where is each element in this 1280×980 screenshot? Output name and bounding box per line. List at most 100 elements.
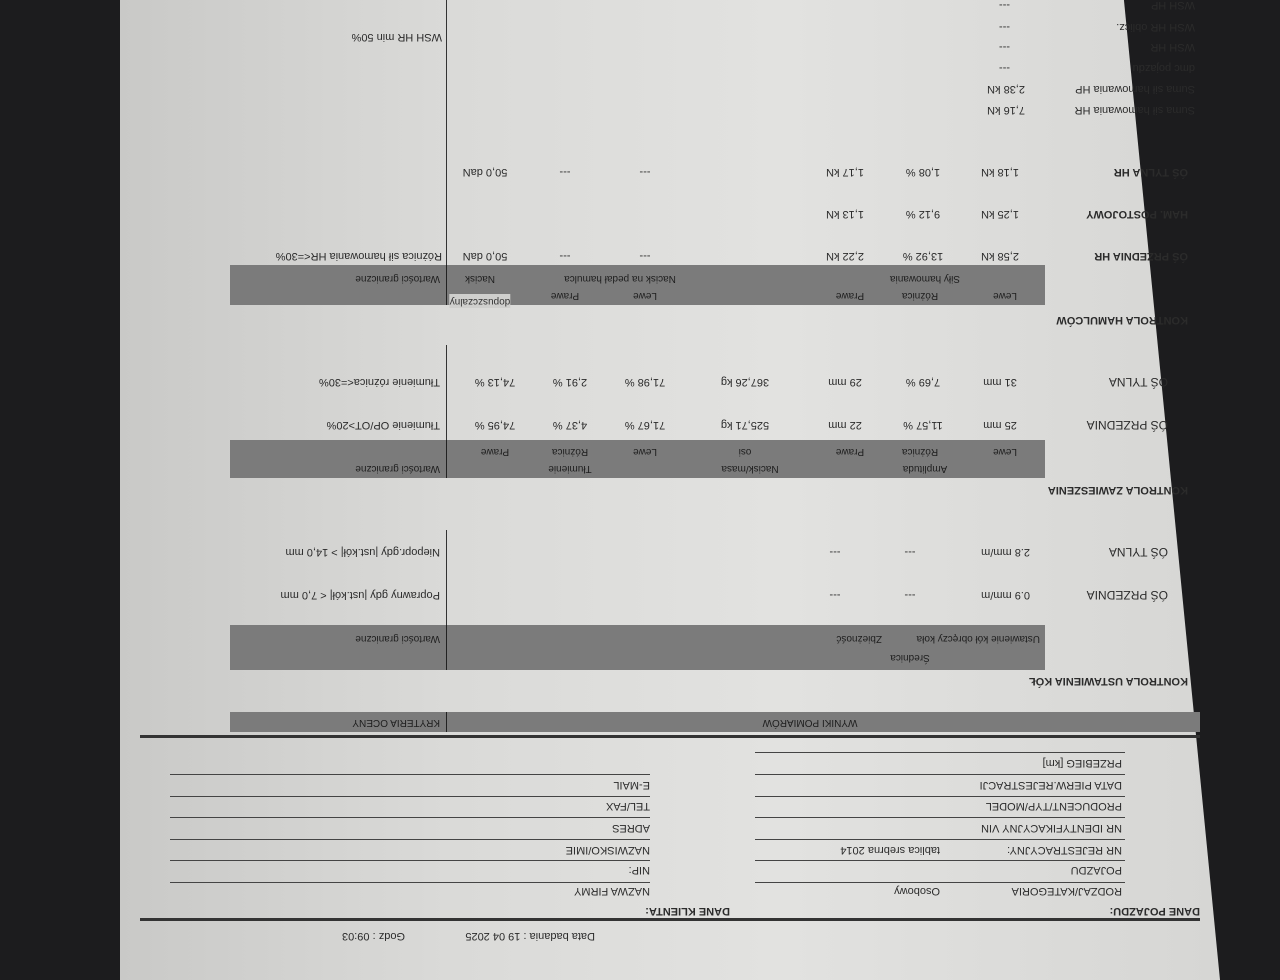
field-label: ADRES <box>612 822 650 834</box>
col-header: Wartości graniczne <box>355 633 440 644</box>
divider <box>446 625 447 670</box>
field-line <box>170 839 650 840</box>
cell: --- <box>639 166 651 178</box>
cell: 2,58 kN <box>981 250 1019 262</box>
criterion: Tłumienie OP/OT>20% <box>326 419 440 431</box>
col-subheader: Lewe <box>633 290 657 301</box>
alignment-header: Średnica Ustawienie kół obręczy koła Zbi… <box>230 625 1045 670</box>
col-header: Wartości graniczne <box>355 273 440 284</box>
col-header: Amplituda <box>902 463 948 474</box>
divider <box>446 345 447 440</box>
cell: 31 mm <box>983 376 1017 388</box>
field-line <box>170 796 650 797</box>
summary-label: Suma sił hamowania HP <box>1075 83 1195 95</box>
cell: 367,26 kg <box>720 376 770 388</box>
cell: 1,25 kN <box>981 208 1019 220</box>
cell: 1,13 kN <box>826 208 864 220</box>
cell: 9,12 % <box>905 208 941 220</box>
field-value: Osobowy <box>894 885 940 897</box>
field-line <box>755 752 1125 753</box>
criterion: WSH HR min 50% <box>351 31 442 43</box>
col-subheader: Prawe <box>835 446 865 457</box>
brakes-title: KONTROLA HAMULCÓW <box>1056 314 1188 326</box>
col-subheader: Różnica <box>551 446 589 457</box>
results-band: WYNIKI POMIARÓW KRYTERIA OCENY <box>230 712 1200 732</box>
cell: 74,13 % <box>474 376 516 388</box>
cell: 22 mm <box>828 419 862 431</box>
col-header: Tłumienie <box>548 463 592 474</box>
col-subheader: Lewe <box>993 290 1017 301</box>
summary-value: 2,38 kN <box>987 83 1025 95</box>
cell: --- <box>829 546 841 558</box>
exam-time: Godz : 09:03 <box>342 930 405 942</box>
field-value: tablica srebrna 2014 <box>840 844 940 856</box>
field-label: NAZWA FIRMY <box>574 885 650 897</box>
col-header: Siły hamowania <box>889 273 961 284</box>
row-label: ÓŚ PRZEDNIA HR <box>1094 250 1188 262</box>
cell: 74,95 % <box>474 419 516 431</box>
row-label: ÓŚ TYLNA <box>1108 545 1168 559</box>
criterion: Poprawny gdy |ust.kół| < 7,0 mm <box>280 589 440 601</box>
row-label: HAM. POSTOJOWY <box>1086 208 1188 220</box>
field-line <box>755 839 1125 840</box>
field-line <box>755 774 1125 775</box>
cell: --- <box>639 250 651 262</box>
divider <box>446 440 447 478</box>
field-label: NAZWISKO/IMIE <box>565 844 650 856</box>
cell: 1,08 % <box>905 166 941 178</box>
field-line <box>170 860 650 861</box>
summary-value: --- <box>999 41 1010 53</box>
col-header: Wartości graniczne <box>355 463 440 474</box>
field-line <box>755 817 1125 818</box>
col-header: Nacisk na pedał hamulca <box>564 273 676 284</box>
field-label: PRODUCENT/TYP/MODEL <box>985 800 1122 812</box>
cell: 50,0 daN <box>462 166 508 178</box>
vehicle-title: DANE POJAZDU: <box>1109 905 1200 917</box>
field-label: NR IDENTYFIKACYJNY VIN <box>981 822 1122 834</box>
cell: --- <box>904 546 916 558</box>
summary-value: --- <box>999 21 1010 33</box>
suspension-title: KONTROLA ZAWIESZENIA <box>1047 484 1188 496</box>
row-label: ÓŚ TYLNA <box>1108 375 1168 389</box>
cell: 0.9 mm/m <box>981 589 1030 601</box>
results-label: WYNIKI POMIARÓW <box>762 717 858 728</box>
photographed-document-upside-down: Data badania : 19 04 2025 Godz : 09:03 D… <box>0 0 1280 960</box>
field-label: POJAZDU <box>1070 864 1122 876</box>
cell: 25 mm <box>983 419 1017 431</box>
summary-label: dmc pojazdu <box>1132 62 1195 74</box>
cell: --- <box>904 589 916 601</box>
col-subheader: Różnica <box>901 446 939 457</box>
divider <box>446 530 447 625</box>
divider <box>446 0 447 265</box>
col-subheader: osi <box>738 446 752 457</box>
col-header: Nacisk <box>464 273 496 284</box>
row-label: ÓŚ PRZEDNIA <box>1086 418 1168 432</box>
col-subheader: Prawe <box>835 290 865 301</box>
field-line <box>170 882 650 883</box>
field-label: NIP: <box>628 864 650 876</box>
col-header: Zbieżność <box>836 633 882 644</box>
col-header: Nacisk/masa <box>721 463 779 474</box>
cell: 4,37 % <box>552 419 588 431</box>
cell: 71,67 % <box>624 419 666 431</box>
brakes-header: Siły hamowania Nacisk na pedał hamulca N… <box>230 265 1045 308</box>
field-line <box>755 796 1125 797</box>
field-label: TEL/FAX <box>605 800 650 812</box>
cell: --- <box>559 250 571 262</box>
summary-value: --- <box>999 0 1010 11</box>
col-subheader: Prawe <box>480 446 510 457</box>
summary-value: 7,16 kN <box>987 104 1025 116</box>
divider <box>140 735 1200 738</box>
cell: 525,71 kg <box>720 419 770 431</box>
field-label: PRZEBIEG [km] <box>1042 757 1122 769</box>
cell: 7,69 % <box>905 376 941 388</box>
cell: 2,91 % <box>552 376 588 388</box>
cell: 50,0 daN <box>462 250 508 262</box>
cell: 2.8 mm/m <box>981 546 1030 558</box>
col-header: Średnica <box>890 652 930 663</box>
cell: 2,22 kN <box>826 250 864 262</box>
criteria-label: KRYTERIA OCENY <box>352 717 440 728</box>
col-subheader: dopuszczalny <box>449 294 511 308</box>
summary-label: WSH HP <box>1151 0 1195 11</box>
client-title: DANE KLIENTA: <box>645 905 730 917</box>
